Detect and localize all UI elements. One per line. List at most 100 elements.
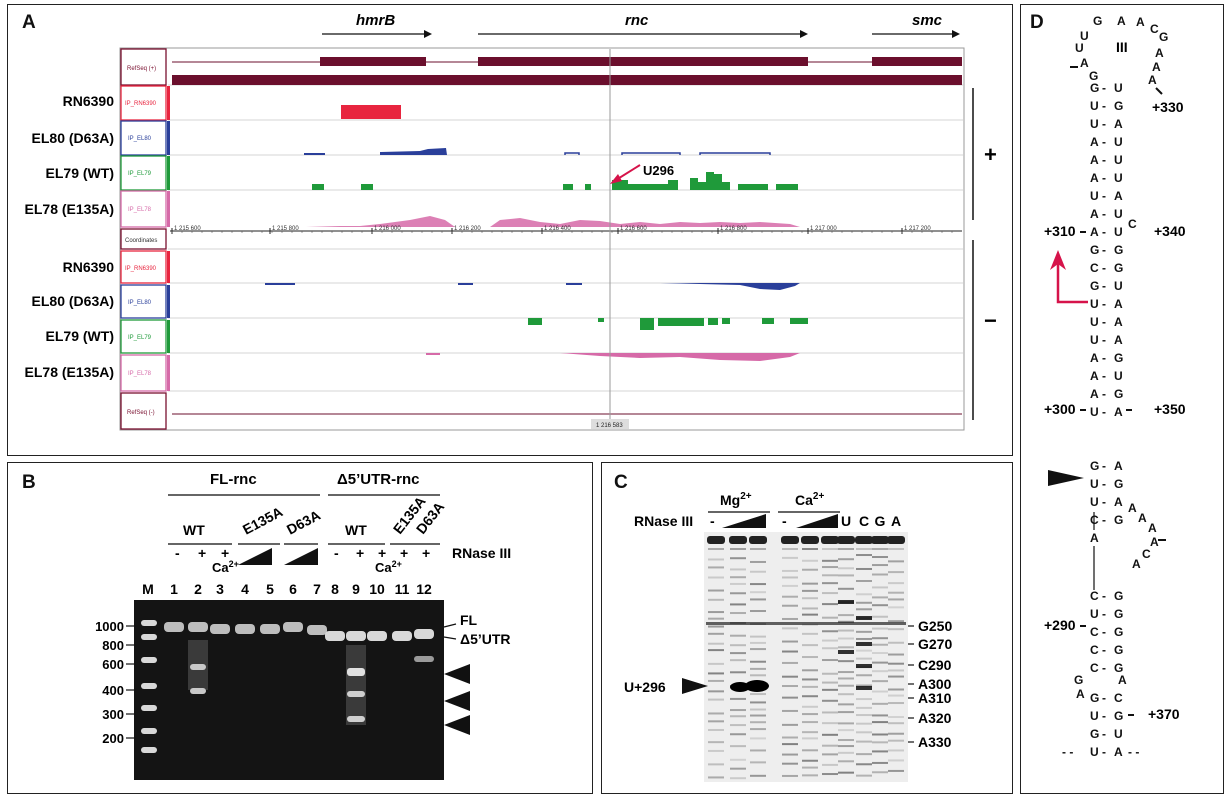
- cleavage-arrowhead-2: [444, 691, 470, 711]
- sign-right-2: +: [378, 545, 386, 561]
- size-marker-200: 200: [102, 731, 124, 746]
- svg-text:-: -: [1102, 513, 1106, 527]
- seq-mark-A330: A330: [918, 734, 952, 750]
- sign-right-3: +: [400, 545, 408, 561]
- cursor-position-label: 1 216 583: [596, 423, 623, 429]
- band-label-d5utr: Δ5’UTR: [460, 631, 511, 647]
- svg-text:A: A: [1114, 459, 1123, 473]
- svg-text:A: A: [1114, 297, 1123, 311]
- svg-text:A: A: [1118, 673, 1127, 687]
- pos-340: +340: [1154, 223, 1186, 239]
- mg-label: Mg2+: [720, 491, 752, 508]
- size-marker-600: 600: [102, 657, 124, 672]
- lane-label-4: 4: [241, 581, 249, 597]
- svg-text:A: A: [1136, 15, 1145, 29]
- svg-text:-: -: [1102, 691, 1106, 705]
- svg-text:A: A: [1114, 745, 1123, 759]
- track-name-boxes: RefSeq (+) IP_RN6390 IP_EL80 IP_EL79 IP_…: [120, 48, 167, 430]
- panel-c-label: C: [614, 472, 628, 493]
- pos-300: +300: [1044, 401, 1076, 417]
- svg-text:-: -: [1102, 261, 1106, 275]
- svg-text:U: U: [1090, 189, 1099, 203]
- svg-text:G: G: [1089, 69, 1098, 83]
- track-label-minus-el78: EL78 (E135A): [25, 364, 114, 380]
- svg-text:A: A: [1090, 135, 1099, 149]
- size-marker-400: 400: [102, 683, 124, 698]
- svg-text:A: A: [1090, 225, 1099, 239]
- svg-text:G: G: [1114, 607, 1123, 621]
- panel-b: [7, 462, 593, 794]
- strand-minus-label: −: [984, 308, 997, 333]
- svg-text:A: A: [1090, 369, 1099, 383]
- track-box-ip-el79-plus: IP_EL79: [128, 171, 152, 177]
- sign-left-1: +: [198, 545, 206, 561]
- svg-text:A: A: [1090, 153, 1099, 167]
- lane-label-9: 9: [352, 581, 360, 597]
- svg-text:A: A: [1117, 14, 1126, 28]
- svg-text:A: A: [1114, 315, 1123, 329]
- svg-text:-: -: [1102, 495, 1106, 509]
- svg-text:A: A: [1114, 117, 1123, 131]
- svg-text:U: U: [1114, 225, 1123, 239]
- svg-text:C: C: [1090, 661, 1099, 675]
- svg-text:U: U: [1114, 369, 1123, 383]
- svg-text:U: U: [1090, 99, 1099, 113]
- track-box-ip-rn6390-plus: IP_RN6390: [125, 101, 157, 107]
- ladder-lane-G: G: [875, 513, 886, 529]
- svg-text:A: A: [1090, 207, 1099, 221]
- svg-text:-: -: [1102, 477, 1106, 491]
- pos-370: +370: [1148, 706, 1180, 722]
- lane-label-3: 3: [216, 581, 224, 597]
- svg-text:-: -: [1102, 351, 1106, 365]
- pos-290: +290: [1044, 617, 1076, 633]
- track-box-ip-el78-minus: IP_EL78: [128, 371, 152, 377]
- svg-text:C: C: [1090, 589, 1099, 603]
- svg-text:C: C: [1090, 625, 1099, 639]
- svg-text:G: G: [1114, 243, 1123, 257]
- svg-text:U: U: [1090, 315, 1099, 329]
- svg-text:U: U: [1090, 333, 1099, 347]
- svg-text:-: -: [1102, 333, 1106, 347]
- svg-text:U: U: [1090, 117, 1099, 131]
- svg-text:-: -: [1102, 369, 1106, 383]
- svg-text:U: U: [1075, 41, 1084, 55]
- svg-text:C: C: [1150, 22, 1159, 36]
- svg-text:U: U: [1114, 81, 1123, 95]
- size-marker-1000: 1000: [95, 619, 124, 634]
- svg-text:-: -: [1102, 297, 1106, 311]
- svg-text:A: A: [1148, 521, 1157, 535]
- svg-text:G: G: [1090, 459, 1099, 473]
- svg-text:U: U: [1090, 297, 1099, 311]
- coord-tick-2: 1 216 000: [374, 226, 401, 232]
- svg-text:-: -: [1102, 189, 1106, 203]
- track-box-ip-el80-plus: IP_EL80: [128, 136, 152, 142]
- track-box-coordinates: Coordinates: [125, 238, 157, 244]
- svg-text:A: A: [1132, 557, 1141, 571]
- svg-text:U: U: [1090, 709, 1099, 723]
- group-label-d5utr-rnc: Δ5’UTR-rnc: [337, 471, 419, 488]
- svg-text:-: -: [1102, 81, 1106, 95]
- svg-text:U: U: [1114, 207, 1123, 221]
- refseq-plus-track: [172, 57, 962, 85]
- svg-text:G: G: [1090, 691, 1099, 705]
- ca-label-c: Ca2+: [795, 491, 824, 508]
- svg-text:C: C: [1142, 547, 1151, 561]
- sign-right-1: +: [356, 545, 364, 561]
- coord-tick-5: 1 216 600: [620, 226, 647, 232]
- svg-text:-: -: [1102, 387, 1106, 401]
- svg-text:G: G: [1114, 643, 1123, 657]
- gene-arrows: hmrB rnc smc: [322, 12, 960, 38]
- svg-text:G: G: [1093, 14, 1102, 28]
- pos-350: +350: [1154, 401, 1186, 417]
- coord-tick-3: 1 216 200: [454, 226, 481, 232]
- svg-text:A: A: [1090, 531, 1099, 545]
- svg-text:A: A: [1152, 60, 1161, 74]
- svg-text:C: C: [1090, 643, 1099, 657]
- u296-annotation: U296: [643, 163, 674, 178]
- coordinate-axis: 1 215 600 1 215 800 1 216 000 1 216 200 1 21…: [170, 226, 962, 234]
- svg-text:U: U: [1090, 495, 1099, 509]
- panel-d-label: D: [1030, 12, 1044, 33]
- pos-310: +310: [1044, 223, 1076, 239]
